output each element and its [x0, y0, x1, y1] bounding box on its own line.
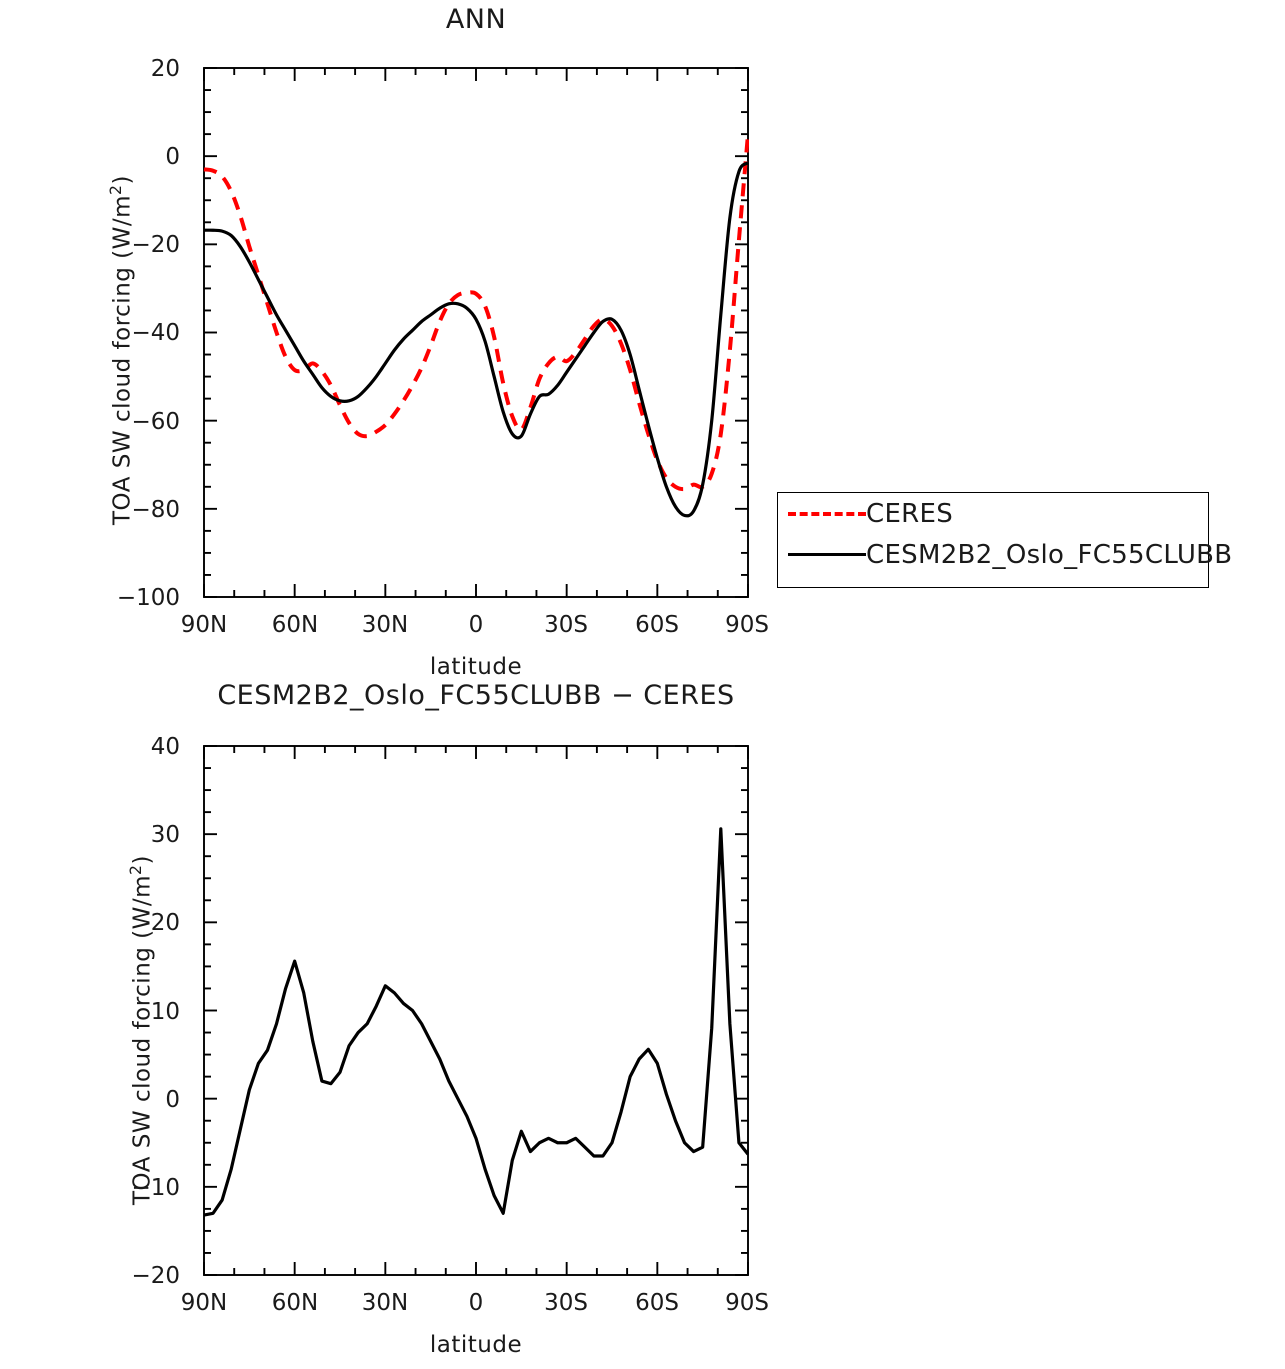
bottom-xtick-label-5: 60S	[635, 1290, 679, 1316]
top-xtick-label-0: 90N	[180, 612, 228, 638]
legend-line-sample-model	[788, 553, 866, 556]
legend-label-ceres: CERES	[866, 498, 954, 529]
top-plot-x-axis-label: latitude	[429, 654, 523, 680]
top-plot-title: ANN	[445, 4, 507, 35]
bottom-plot-title: CESM2B2_Oslo_FC55CLUBB − CERES	[217, 680, 735, 711]
top-xtick-label-3: 0	[468, 612, 484, 638]
bottom-ytick-label-6: −20	[131, 1263, 180, 1289]
legend-item-ceres[interactable]: CERES	[778, 493, 1208, 534]
legend-line-sample-ceres	[788, 511, 866, 516]
bottom-plot-svg	[203, 745, 749, 1276]
top-ytick-label-4: −60	[131, 409, 180, 435]
top-xtick-label-2: 30N	[361, 612, 409, 638]
legend-label-model: CESM2B2_Oslo_FC55CLUBB	[866, 539, 1233, 570]
bottom-xtick-label-1: 60N	[271, 1290, 319, 1316]
bottom-ytick-label-4: 0	[165, 1087, 180, 1113]
bottom-ytick-label-1: 30	[150, 822, 180, 848]
bottom-ytick-label-2: 20	[150, 910, 180, 936]
top-ytick-label-5: −80	[131, 497, 180, 523]
bottom-xtick-label-0: 90N	[180, 1290, 228, 1316]
top-ytick-label-3: −40	[131, 320, 180, 346]
legend: CERES CESM2B2_Oslo_FC55CLUBB	[777, 492, 1232, 588]
bottom-ytick-label-5: −10	[131, 1175, 180, 1201]
bottom-xtick-label-6: 90S	[725, 1290, 769, 1316]
bottom-xtick-label-4: 30S	[544, 1290, 588, 1316]
legend-item-model[interactable]: CESM2B2_Oslo_FC55CLUBB	[778, 534, 1232, 575]
top-ytick-label-1: 0	[165, 144, 180, 170]
bottom-plot-area	[0, 680, 820, 1300]
top-ytick-label-6: −100	[116, 585, 180, 611]
top-plot-svg	[203, 67, 749, 598]
bottom-plot-x-axis-label: latitude	[429, 1332, 523, 1358]
top-plot-area	[0, 0, 820, 640]
bottom-ytick-label-3: 10	[150, 999, 180, 1025]
top-xtick-label-4: 30S	[544, 612, 588, 638]
bottom-ytick-label-0: 40	[150, 734, 180, 760]
top-ytick-label-0: 20	[150, 56, 180, 82]
top-xtick-label-5: 60S	[635, 612, 679, 638]
top-ytick-label-2: −20	[131, 232, 180, 258]
top-xtick-label-6: 90S	[725, 612, 769, 638]
bottom-xtick-label-2: 30N	[361, 1290, 409, 1316]
top-xtick-label-1: 60N	[271, 612, 319, 638]
bottom-xtick-label-3: 0	[468, 1290, 484, 1316]
